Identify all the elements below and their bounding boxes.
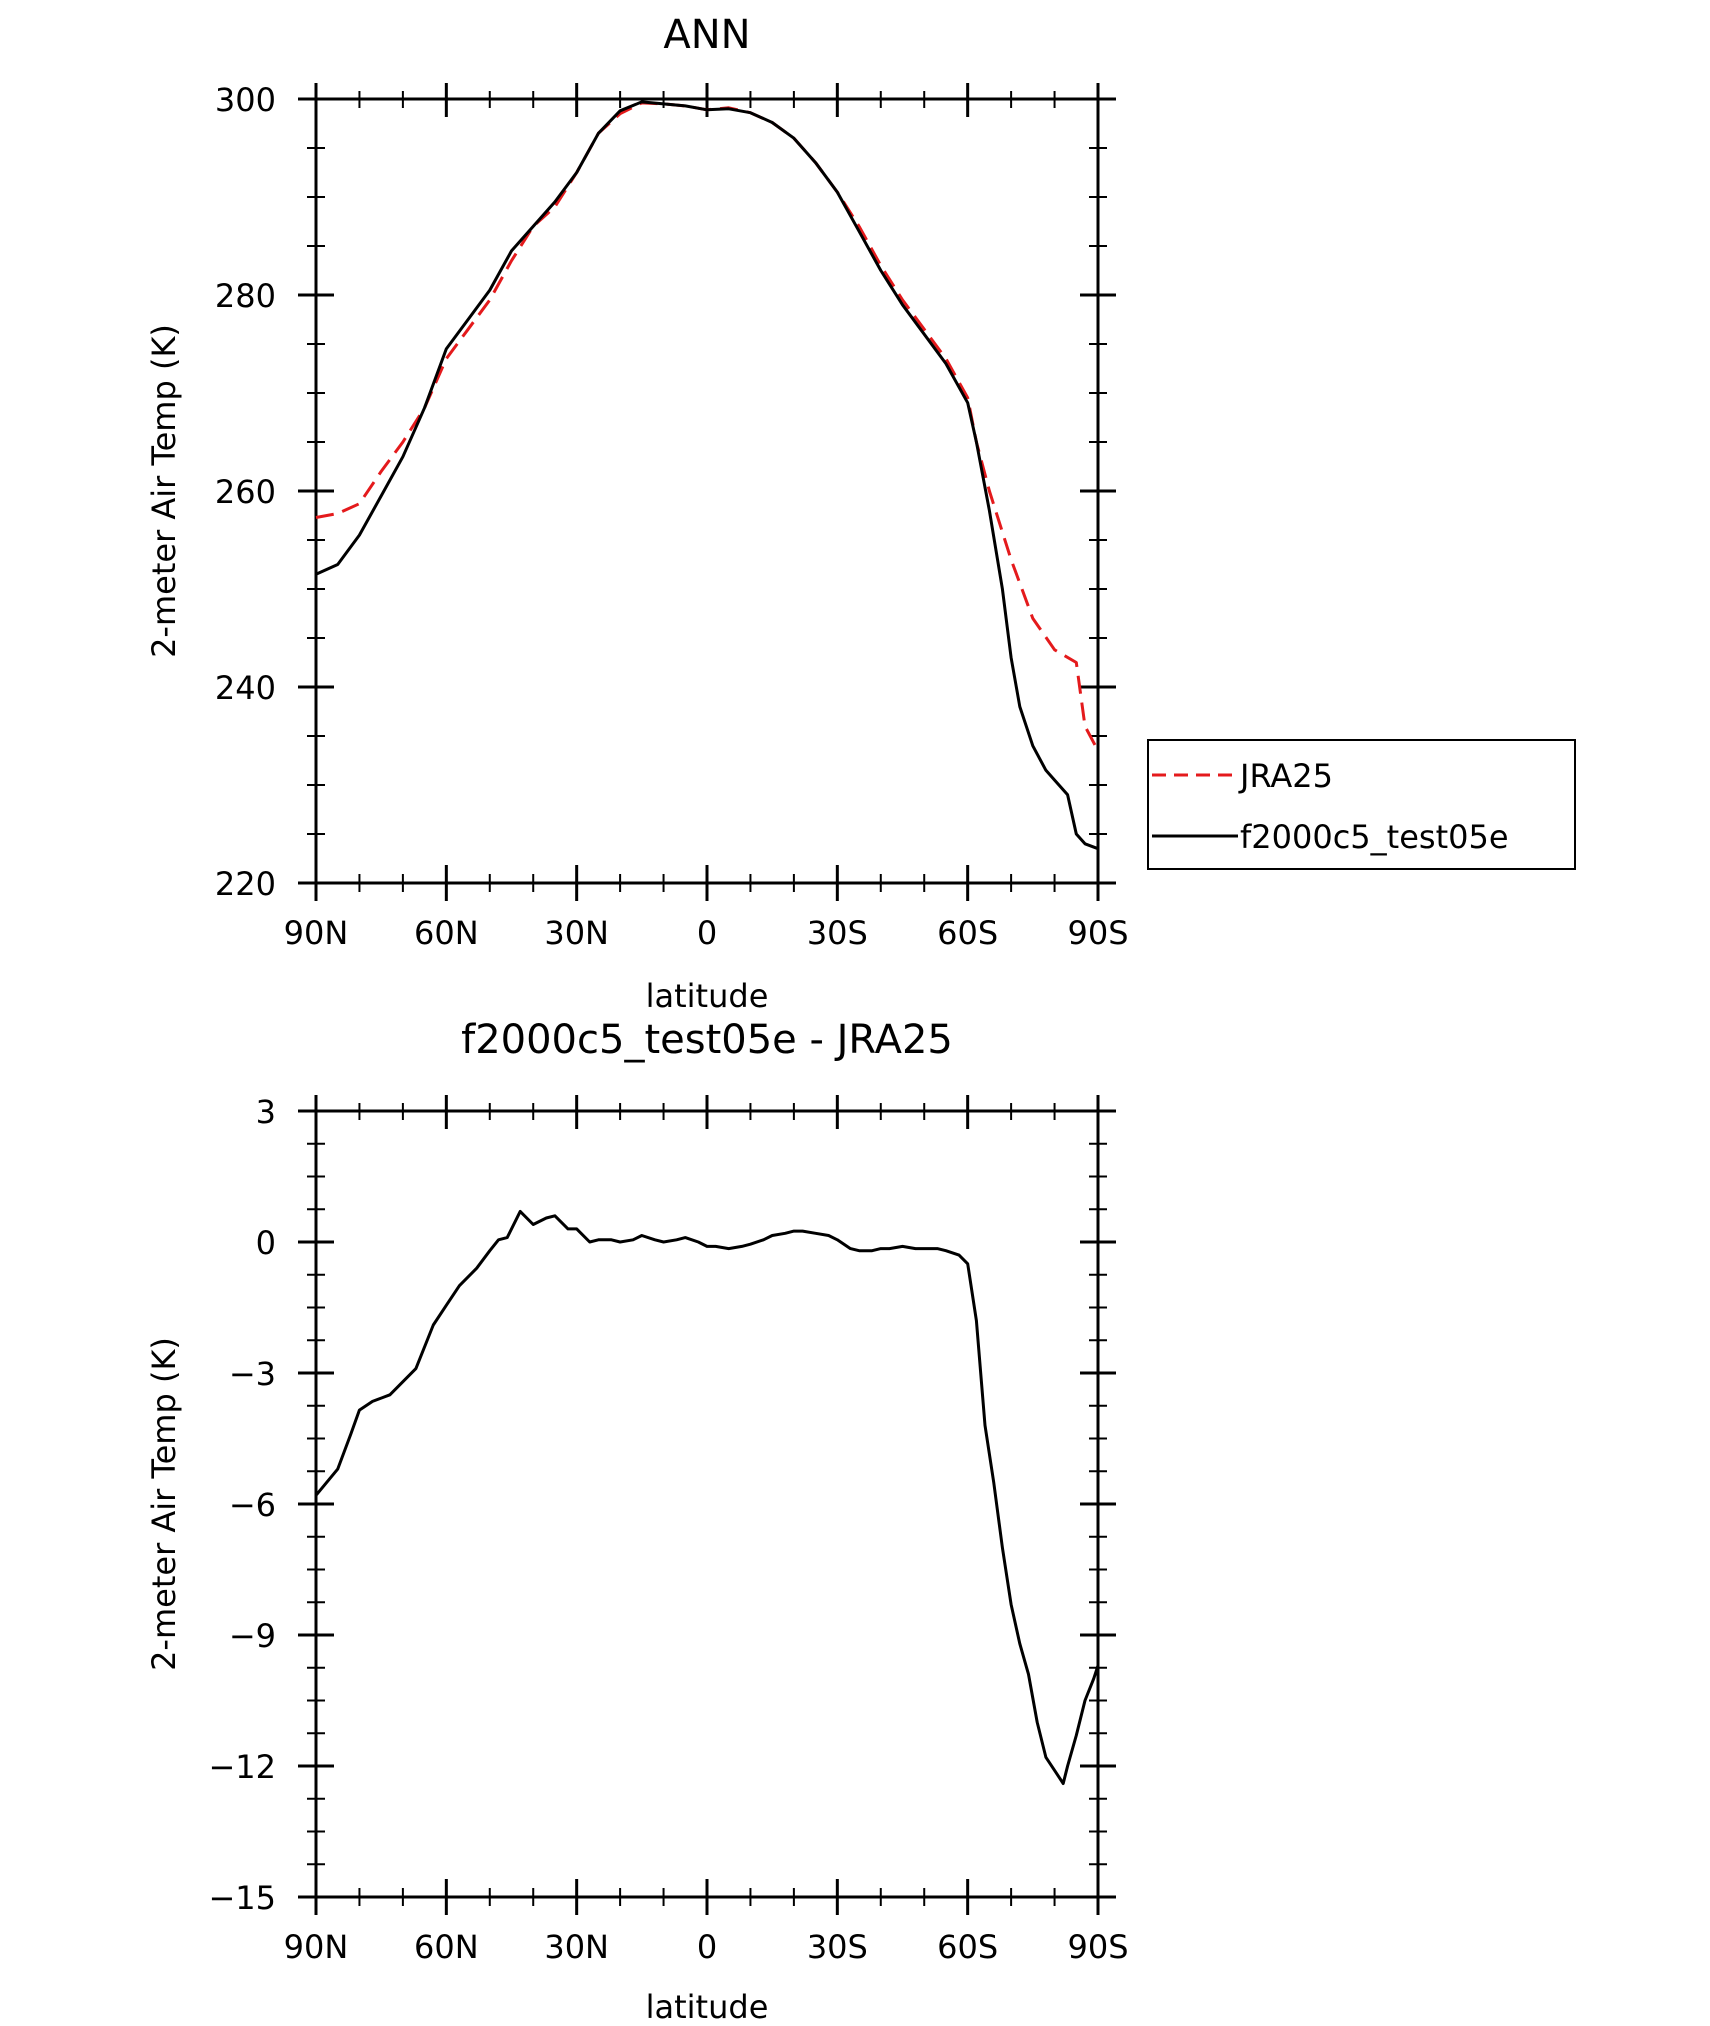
- bottom-series: [314, 1209, 1100, 1785]
- legend-label-f2000c5: f2000c5_test05e: [1240, 818, 1509, 856]
- top-x-axis-label: latitude: [646, 977, 769, 1015]
- bottom-y-tick-label: −15: [208, 1879, 276, 1917]
- legend-box: [1147, 739, 1576, 870]
- top-panel: ANN 90N 60N 30N 0 30S 60S 90S 220 240 260 280 300 l…: [145, 12, 1576, 1015]
- bottom-y-axis-label: 2-meter Air Temp (K): [145, 1337, 183, 1671]
- bottom-tick-labels: 90N 60N 30N 0 30S 60S 90S −15 −12 −9 −6 −3 0 3: [208, 1093, 1128, 1966]
- bottom-y-tick-label: 0: [256, 1224, 276, 1262]
- bottom-panel: f2000c5_test05e - JRA25 90N 60N 30N 0 30S 60S…: [145, 1017, 1129, 2026]
- legend-label-jra25: JRA25: [1238, 757, 1333, 795]
- top-x-tick-label: 60S: [937, 914, 998, 952]
- bottom-y-tick-label: −3: [229, 1355, 276, 1393]
- bottom-x-tick-label: 0: [697, 1928, 717, 1966]
- top-y-tick-label: 220: [215, 865, 276, 903]
- top-series-line-jra25: [315, 101, 1100, 752]
- top-plot-frame: [314, 97, 1100, 885]
- top-chart-title: ANN: [663, 12, 750, 58]
- bottom-y-tick-label: −9: [229, 1617, 276, 1655]
- bottom-y-tick-label: −12: [208, 1748, 276, 1786]
- top-tick-labels: 90N 60N 30N 0 30S 60S 90S 220 240 260 280 300: [215, 81, 1129, 952]
- top-y-tick-label: 260: [215, 473, 276, 511]
- top-y-tick-label: 280: [215, 277, 276, 315]
- bottom-x-tick-label: 30S: [807, 1928, 868, 1966]
- bottom-x-tick-label: 60N: [414, 1928, 479, 1966]
- top-series-line-f2000c5-test05e: [315, 100, 1099, 851]
- top-series: [315, 100, 1100, 851]
- bottom-series-line-difference: [314, 1209, 1100, 1785]
- bottom-x-tick-label: 90N: [284, 1928, 349, 1966]
- top-y-axis-label: 2-meter Air Temp (K): [145, 324, 183, 658]
- top-y-tick-label: 300: [215, 81, 276, 119]
- top-x-tick-label: 90N: [284, 914, 349, 952]
- top-x-tick-label: 30N: [544, 914, 609, 952]
- bottom-x-axis-label: latitude: [646, 1988, 769, 2021]
- top-y-tick-label: 240: [215, 669, 276, 707]
- bottom-plot-frame: [314, 1109, 1100, 1899]
- top-x-tick-label: 90S: [1067, 914, 1128, 952]
- top-x-tick-label: 60N: [414, 914, 479, 952]
- bottom-y-tick-label: 3: [256, 1093, 276, 1131]
- top-x-tick-label: 0: [697, 914, 717, 952]
- bottom-chart-title: f2000c5_test05e - JRA25: [461, 1017, 953, 1063]
- bottom-y-tick-label: −6: [229, 1486, 276, 1524]
- bottom-x-tick-label: 60S: [937, 1928, 998, 1966]
- bottom-x-tick-label: 30N: [544, 1928, 609, 1966]
- bottom-x-tick-label: 90S: [1067, 1928, 1128, 1966]
- bottom-axes-ticks: [298, 1095, 1116, 1915]
- top-axes-ticks: [298, 83, 1116, 901]
- legend: JRA25 f2000c5_test05e: [1147, 739, 1576, 870]
- top-x-tick-label: 30S: [807, 914, 868, 952]
